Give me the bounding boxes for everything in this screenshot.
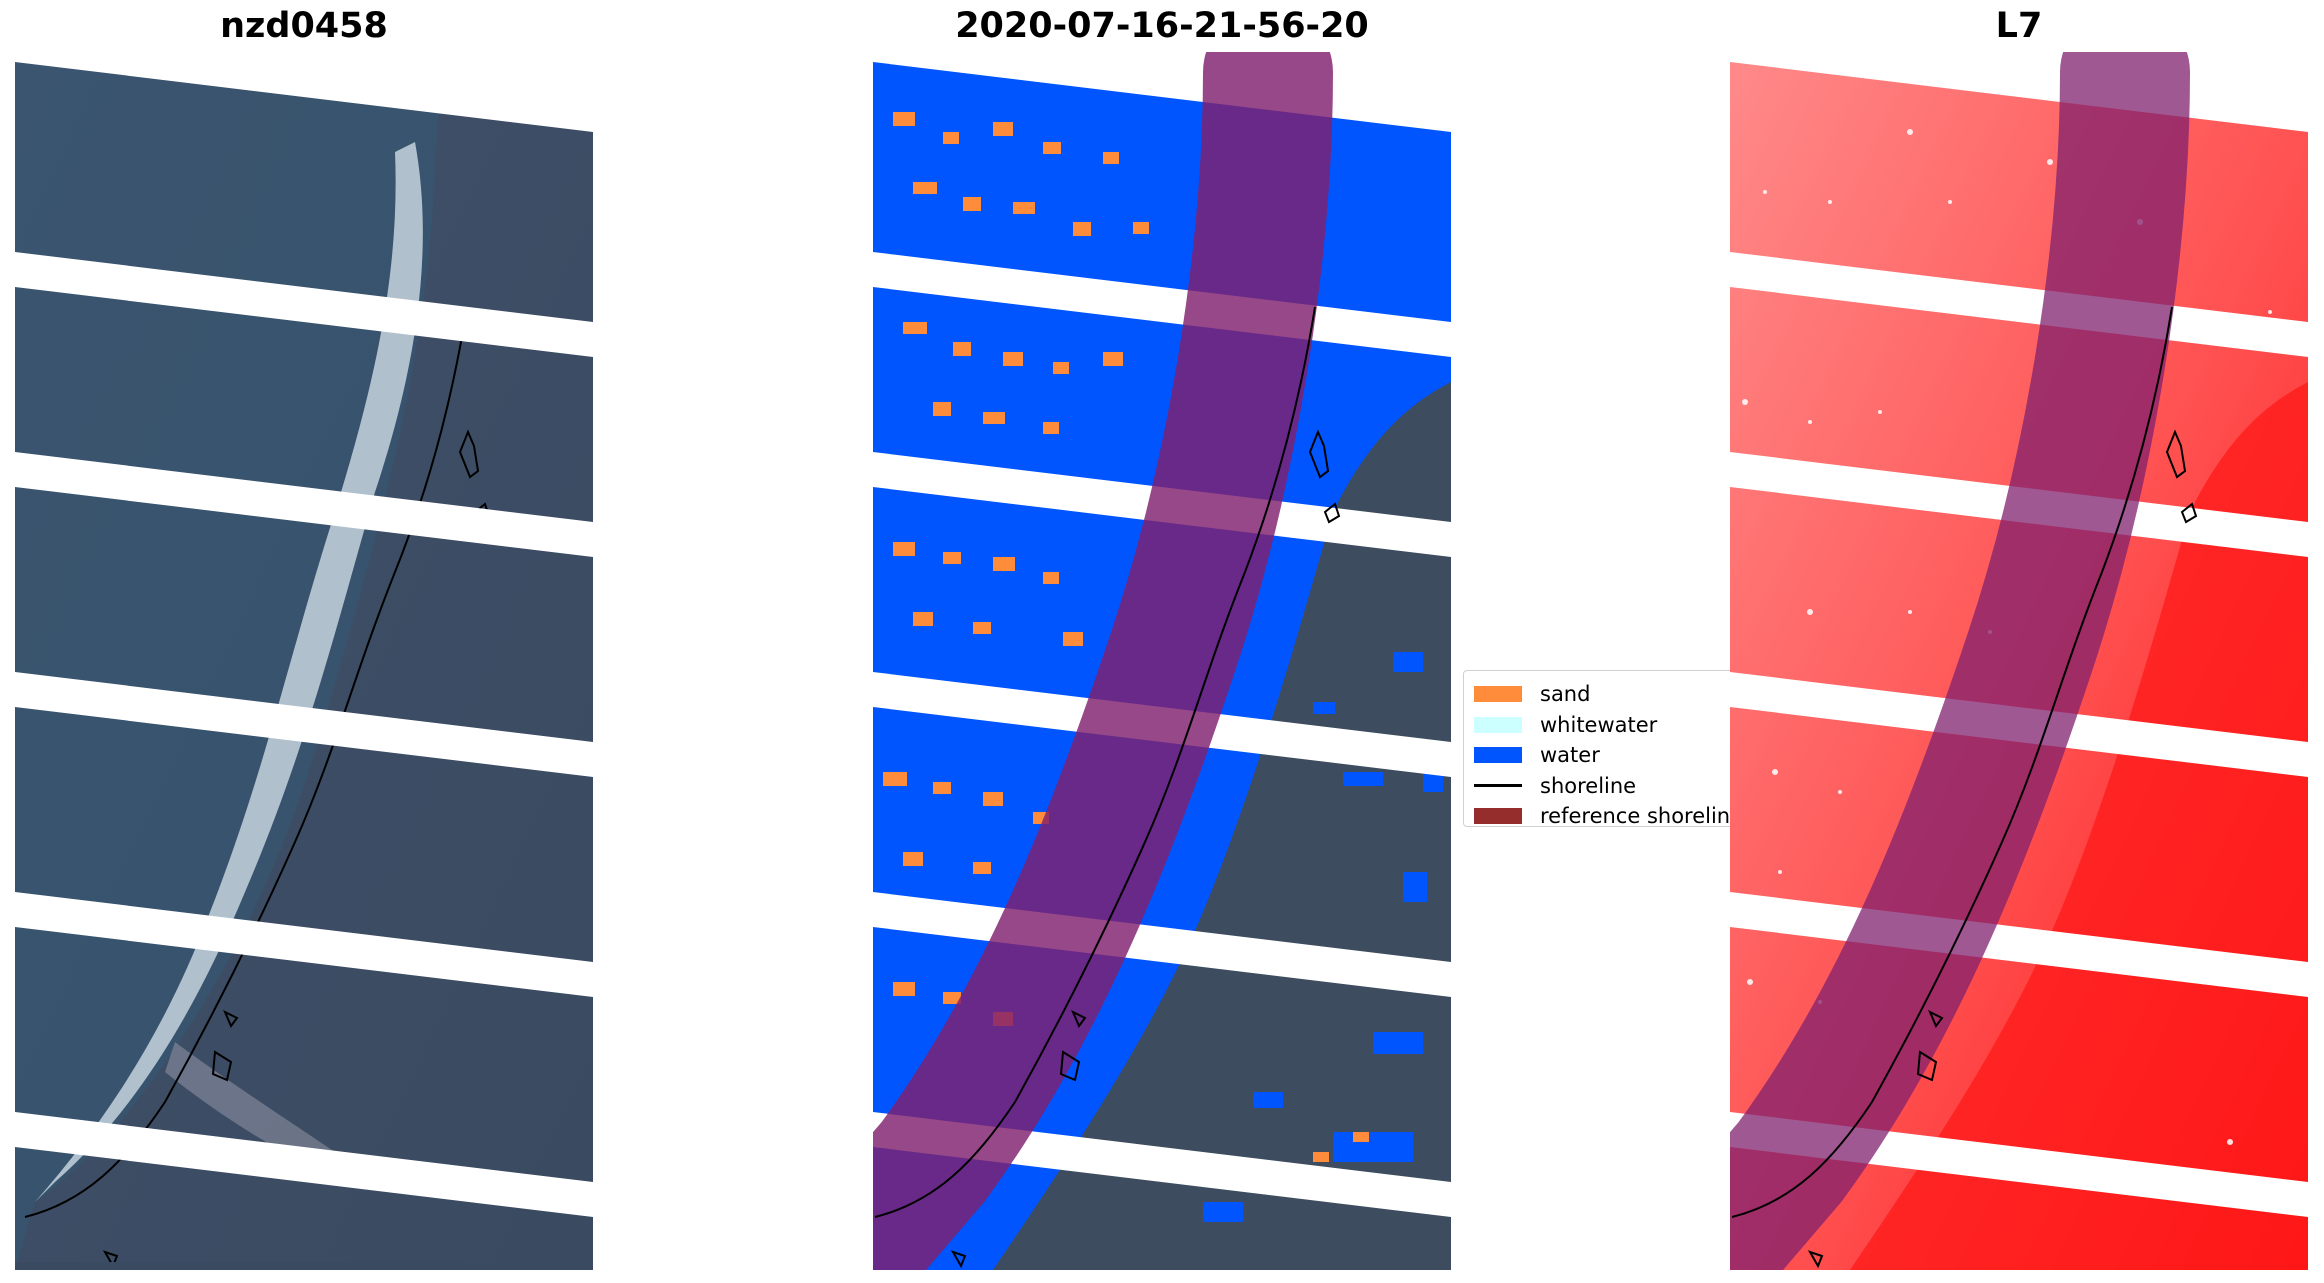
panel-title-rgb: nzd0458 (220, 6, 388, 46)
legend-label: reference shoreline (1540, 804, 1744, 829)
reference-shoreline-buffer (873, 52, 1333, 1270)
sand-patches (883, 112, 1369, 1162)
legend-item-shoreline: shoreline (1474, 771, 1796, 802)
legend-item-sand: sand (1474, 679, 1796, 710)
shoreline-line-swatch (1474, 784, 1522, 788)
panel-title-index: L7 (1995, 6, 2043, 46)
water-swatch (1474, 747, 1522, 764)
land-area (1850, 382, 2308, 1270)
whitewater-swatch (1474, 716, 1522, 733)
index-image (1730, 52, 2308, 1270)
shoreline (1731, 306, 2173, 1218)
legend-item-reference-shoreline: reference shoreline (1474, 801, 1796, 832)
legend-item-water: water (1474, 740, 1796, 771)
legend-label: water (1540, 743, 1600, 768)
shoreline-islands (950, 1009, 1087, 1269)
shoreline-islands (102, 1009, 239, 1269)
classification-image (873, 52, 1451, 1270)
scanline-gaps (15, 52, 593, 1217)
reference-shoreline-buffer (1730, 52, 2190, 1270)
legend-label: shoreline (1540, 773, 1637, 798)
shoreline-islands (1807, 1009, 1944, 1269)
legend-label: whitewater (1540, 712, 1658, 737)
shoreline-detail (2165, 429, 2198, 524)
sand-swatch (1474, 686, 1522, 703)
rgb-image (15, 52, 593, 1270)
legend: sand whitewater water shoreline referenc… (1463, 670, 1807, 828)
rgb-image-panel (15, 52, 593, 1270)
shoreline (874, 306, 1316, 1218)
classification-panel (873, 52, 1451, 1270)
shoreline-detail (1308, 429, 1341, 524)
legend-item-whitewater: whitewater (1474, 710, 1796, 741)
land-area (993, 382, 1451, 1270)
index-panel (1730, 52, 2308, 1270)
reference-shoreline-swatch (1474, 808, 1522, 825)
panel-title-classification: 2020-07-16-21-56-20 (955, 6, 1369, 46)
legend-label: sand (1540, 682, 1591, 707)
